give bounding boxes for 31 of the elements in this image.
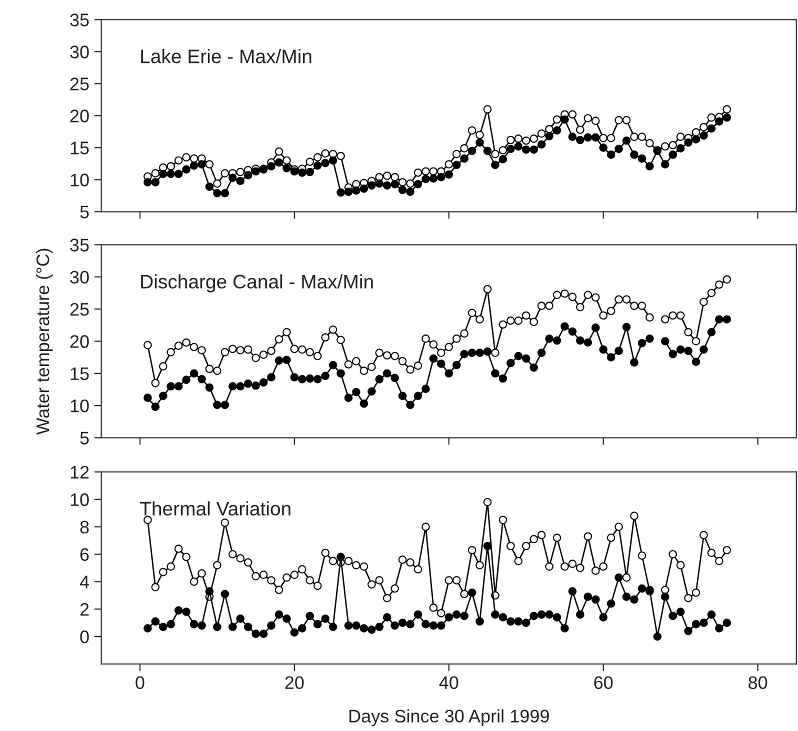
text: Lake Erie - Max/Min [141, 49, 312, 64]
x-tick-label: 0 [136, 676, 144, 690]
y-tick-label: 4 [80, 576, 90, 588]
x-tick-label: 80 [748, 676, 768, 690]
y-tick-label: 25 [70, 78, 89, 90]
x-tick-label: 20 [285, 676, 304, 690]
text: Thermal Variation [140, 501, 290, 516]
y-tick-label: 35 [70, 238, 89, 252]
y-tick-label: 15 [70, 368, 89, 380]
y-tick-label: 30 [70, 270, 89, 284]
y-tick-label: 30 [70, 46, 89, 58]
y-tick-label: 5 [80, 432, 89, 444]
y-axis-title: Water temperature (°C) [36, 248, 53, 435]
y-tick-label: 20 [70, 110, 89, 122]
x-tick-label: 60 [594, 676, 613, 690]
y-tick-label: 20 [70, 335, 89, 348]
y-tick-label: 10 [70, 174, 89, 186]
y-tick-label: 10 [70, 399, 89, 412]
x-axis-title: Days Since 30 April 1999 [349, 709, 549, 726]
y-tick-label: 10 [70, 493, 89, 506]
text: Discharge Canal - Max/Min [141, 274, 373, 292]
y-tick-label: 0 [80, 630, 89, 644]
y-tick-label: 35 [70, 14, 89, 26]
y-tick-label: 15 [70, 142, 89, 154]
x-tick-label: 40 [439, 676, 458, 690]
y-tick-label: 12 [70, 466, 89, 478]
y-tick-label: 8 [80, 520, 89, 534]
y-tick-label: 2 [80, 603, 89, 616]
y-tick-label: 25 [70, 303, 89, 316]
y-tick-label: 6 [80, 548, 89, 561]
y-tick-label: 5 [80, 206, 89, 218]
